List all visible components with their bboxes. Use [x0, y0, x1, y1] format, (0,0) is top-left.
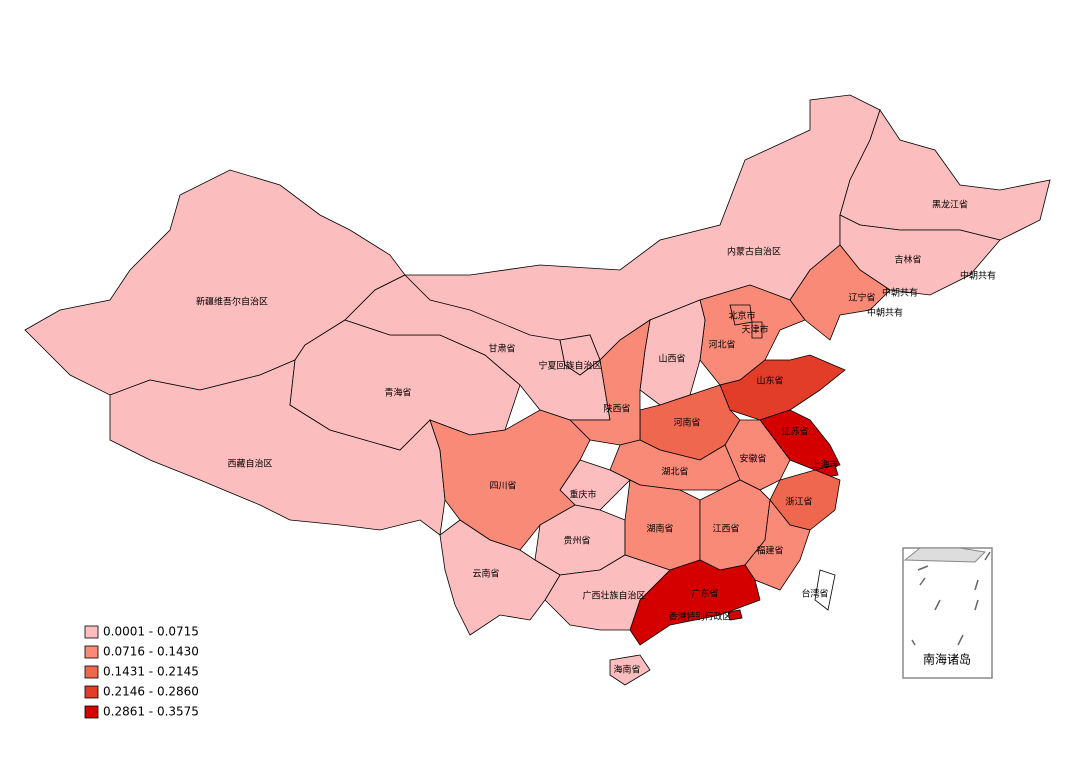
- province-label: 重庆市: [569, 489, 596, 501]
- province: [429, 409, 591, 551]
- inset-frame: [902, 547, 993, 679]
- province-label: 江苏省: [781, 426, 808, 438]
- province: [719, 354, 846, 421]
- province-label: 浙江省: [785, 496, 812, 508]
- province-label: 新疆维吾尔自治区: [196, 296, 268, 308]
- province-label: 甘肃省: [488, 343, 515, 355]
- province-label: 青海省: [384, 387, 411, 399]
- legend-label: 0.2146 - 0.2860: [103, 685, 199, 699]
- province: [727, 609, 743, 621]
- province-label: 台湾省: [801, 588, 828, 600]
- inset-label: 南海诸岛: [923, 652, 971, 667]
- province-label: 西藏自治区: [227, 458, 272, 470]
- province-label: 黑龙江省: [932, 199, 968, 211]
- annotation: 中朝共有: [960, 270, 996, 282]
- province: [544, 554, 671, 631]
- province: [439, 519, 561, 636]
- province-label: 广西壮族自治区: [582, 590, 645, 602]
- legend-swatch: [84, 625, 99, 639]
- province-label: 上海市: [811, 459, 838, 471]
- legend-swatch: [84, 665, 99, 679]
- province-label: 河南省: [673, 417, 700, 429]
- province-label: 吉林省: [894, 254, 921, 266]
- province-label: 四川省: [489, 480, 516, 492]
- province-label: 宁夏回族自治区: [538, 360, 601, 372]
- province: [751, 321, 763, 339]
- province-label: 北京市: [728, 310, 755, 322]
- province-label: 辽宁省: [848, 292, 875, 304]
- province-label: 山西省: [658, 353, 685, 365]
- legend-swatch: [84, 645, 99, 659]
- legend-swatch: [84, 685, 99, 699]
- province-label: 湖南省: [646, 523, 673, 535]
- province-label: 天津市: [741, 324, 768, 336]
- annotation: 中朝共有: [867, 307, 903, 319]
- province: [559, 334, 601, 376]
- province-label: 福建省: [756, 545, 783, 557]
- province-label: 河北省: [708, 339, 735, 351]
- province-label: 海南省: [613, 664, 640, 676]
- legend-label: 0.0716 - 0.1430: [103, 645, 199, 659]
- province-label: 内蒙古自治区: [727, 246, 781, 258]
- legend-label: 0.0001 - 0.0715: [103, 625, 199, 639]
- province-label: 安徽省: [739, 453, 766, 465]
- province: [789, 244, 891, 341]
- province-label: 云南省: [472, 568, 499, 580]
- legend-swatch: [84, 705, 99, 719]
- annotation: 中朝共有: [882, 287, 918, 299]
- legend-label: 0.1431 - 0.2145: [103, 665, 199, 679]
- province-label: 陕西省: [603, 403, 630, 415]
- inset-land: [903, 547, 987, 563]
- province-label: 贵州省: [563, 535, 590, 547]
- province: [629, 559, 761, 646]
- province-label: 江西省: [712, 523, 739, 535]
- province-label: 山东省: [756, 375, 783, 387]
- province: [814, 569, 836, 611]
- province-label: 广东省: [691, 588, 718, 600]
- province-label: 香港特别行政区: [668, 611, 731, 623]
- province-label: 湖北省: [661, 466, 688, 478]
- inset-islands: [911, 551, 991, 646]
- province: [609, 654, 651, 686]
- legend-label: 0.2861 - 0.3575: [103, 705, 199, 719]
